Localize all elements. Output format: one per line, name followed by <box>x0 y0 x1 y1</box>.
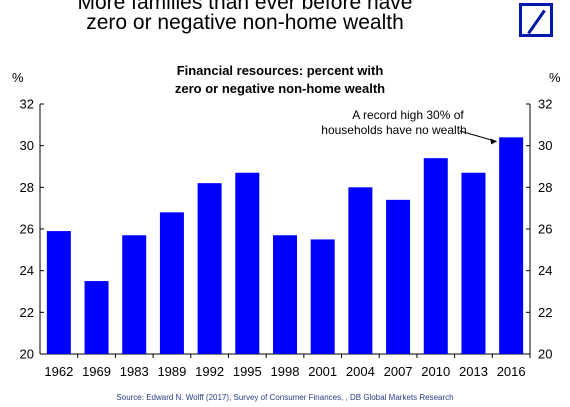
left-axis-unit: % <box>12 70 24 85</box>
chart-title-line-1: Financial resources: percent with <box>176 63 384 78</box>
bar-1983 <box>122 235 147 354</box>
bar-2004 <box>348 187 373 354</box>
y-tick-label-left: 20 <box>20 347 34 362</box>
x-tick-label-1992: 1992 <box>195 364 224 379</box>
x-tick-label-2001: 2001 <box>308 364 337 379</box>
x-tick-label-1983: 1983 <box>120 364 149 379</box>
bar-2016 <box>499 137 524 354</box>
x-tick-label-2013: 2013 <box>459 364 488 379</box>
bar-2013 <box>461 172 486 354</box>
annotation-arrow-head <box>490 138 498 145</box>
x-tick-label-2016: 2016 <box>497 364 526 379</box>
y-tick-label-right: 32 <box>538 97 552 112</box>
y-tick-label-left: 26 <box>20 222 34 237</box>
chart-title: Financial resources: percent with zero o… <box>110 62 450 98</box>
x-tick-label-2004: 2004 <box>346 364 375 379</box>
bar-1995 <box>235 172 260 354</box>
headline-line-2: zero or negative non-home wealth <box>86 11 404 34</box>
y-tick-label-right: 28 <box>538 180 552 195</box>
bar-1969 <box>84 281 109 354</box>
y-tick-label-right: 20 <box>538 347 552 362</box>
bar-2007 <box>386 199 411 354</box>
chart-title-line-2: zero or negative non-home wealth <box>174 81 386 96</box>
bar-1962 <box>46 231 71 354</box>
bar-2001 <box>310 239 335 354</box>
headline-line-1: More families than ever before have <box>77 0 413 14</box>
x-tick-label-1969: 1969 <box>82 364 111 379</box>
x-tick-label-1998: 1998 <box>271 364 300 379</box>
bar-2010 <box>423 158 448 354</box>
x-tick-label-1989: 1989 <box>157 364 186 379</box>
bar-1992 <box>197 183 222 354</box>
bar-1998 <box>273 235 297 354</box>
y-tick-label-right: 22 <box>538 305 552 320</box>
right-axis-unit: % <box>549 70 561 85</box>
y-tick-label-left: 22 <box>20 305 34 320</box>
source-note: Source: Edward N. Wolff (2017), Survey o… <box>116 393 454 402</box>
deutsche-bank-logo-icon <box>519 3 553 37</box>
annotation-line-1: A record high 30% of <box>352 108 464 122</box>
x-tick-label-1962: 1962 <box>44 364 73 379</box>
y-tick-label-right: 30 <box>538 138 552 153</box>
annotation-arrow-line <box>459 130 497 142</box>
y-tick-label-right: 26 <box>538 222 552 237</box>
x-tick-label-1995: 1995 <box>233 364 262 379</box>
x-tick-label-2007: 2007 <box>384 364 413 379</box>
bar-1989 <box>159 212 184 354</box>
y-tick-label-left: 28 <box>20 180 34 195</box>
annotation-line-2: households have no wealth <box>321 123 466 137</box>
y-tick-label-left: 24 <box>20 263 34 278</box>
y-tick-label-left: 30 <box>20 138 34 153</box>
x-tick-label-2010: 2010 <box>421 364 450 379</box>
y-tick-label-left: 32 <box>20 97 34 112</box>
y-tick-label-right: 24 <box>538 263 552 278</box>
